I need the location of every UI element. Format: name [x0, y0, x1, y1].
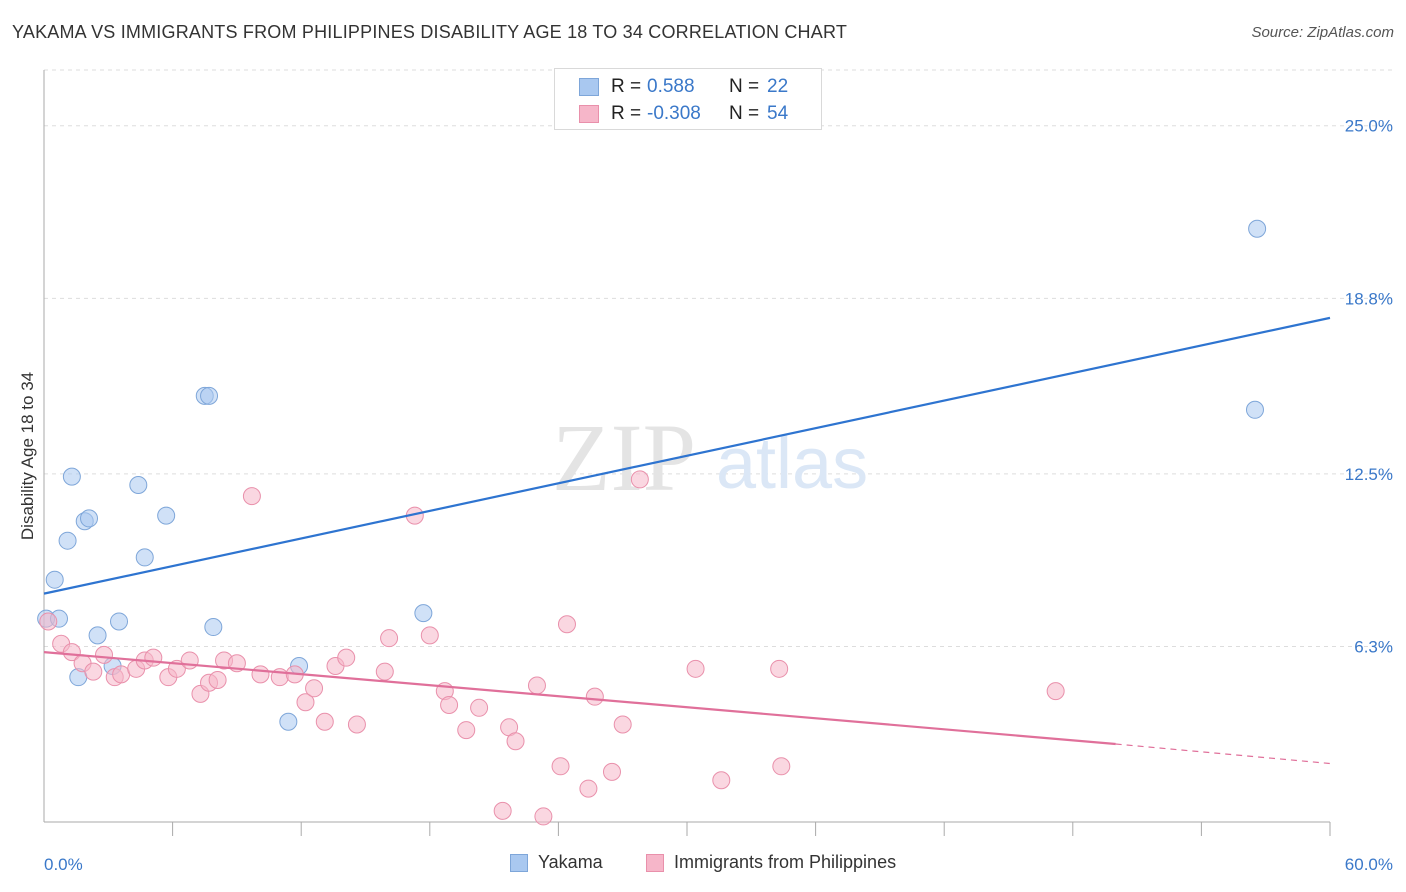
data-point-philippines — [493, 801, 512, 820]
data-point-philippines — [242, 487, 261, 506]
data-point-philippines — [770, 659, 789, 678]
axes-layer — [43, 70, 1331, 836]
data-point-philippines — [305, 679, 324, 698]
y-tick-label: 18.8% — [1345, 289, 1393, 308]
data-point-yakama — [414, 604, 433, 623]
legend-label-yakama: Yakama — [538, 852, 603, 872]
data-point-philippines — [470, 698, 489, 717]
legend-swatch-yakama — [510, 853, 528, 872]
data-point-yakama — [62, 467, 81, 486]
data-point-philippines — [457, 721, 476, 740]
data-point-philippines — [579, 779, 598, 798]
stats-swatch-yakama — [579, 78, 599, 96]
data-point-philippines — [585, 687, 604, 706]
data-point-philippines — [315, 712, 334, 731]
n-value: 54 — [767, 103, 789, 124]
data-point-philippines — [557, 615, 576, 634]
legend-item-philippines: Immigrants from Philippines — [646, 852, 896, 873]
trend-line-yakama — [43, 316, 1331, 595]
data-point-philippines — [772, 757, 791, 776]
stats-swatch-philippines — [579, 105, 599, 123]
trend-layer — [43, 316, 1331, 765]
y-tick-label: 12.5% — [1345, 465, 1393, 484]
legend-item-yakama: Yakama — [510, 852, 603, 873]
data-point-philippines — [112, 665, 131, 684]
r-value: 0.588 — [647, 76, 695, 97]
data-point-philippines — [420, 626, 439, 645]
data-point-yakama — [45, 570, 64, 589]
data-point-philippines — [506, 732, 525, 751]
data-point-yakama — [110, 612, 129, 631]
data-point-philippines — [527, 676, 546, 695]
data-point-yakama — [58, 531, 77, 550]
data-point-philippines — [337, 648, 356, 667]
y-tick-label: 6.3% — [1354, 638, 1393, 657]
data-point-philippines — [380, 629, 399, 648]
y-axis-label: Disability Age 18 to 34 — [18, 372, 37, 540]
data-point-philippines — [296, 693, 315, 712]
stats-legend: R = 0.588 N = 22 R = -0.308 N = 54 — [554, 68, 822, 130]
data-point-yakama — [279, 712, 298, 731]
n-label: N = — [729, 103, 760, 124]
x-tick-label: 60.0% — [1345, 855, 1393, 874]
n-value: 22 — [767, 76, 789, 97]
data-point-philippines — [602, 762, 621, 781]
legend-label-philippines: Immigrants from Philippines — [674, 852, 897, 872]
data-point-philippines — [551, 757, 570, 776]
data-point-philippines — [1046, 682, 1065, 701]
data-point-philippines — [440, 696, 459, 715]
data-point-yakama — [135, 548, 154, 567]
grid-layer — [44, 69, 1396, 648]
data-point-yakama — [157, 506, 176, 525]
r-label: R = — [611, 103, 642, 124]
data-point-philippines — [613, 715, 632, 734]
data-point-yakama — [200, 386, 219, 405]
x-tick-label: 0.0% — [44, 855, 83, 874]
data-point-philippines — [39, 612, 58, 631]
data-point-yakama — [1245, 400, 1264, 419]
r-value: -0.308 — [647, 103, 701, 124]
stats-row-yakama: R = 0.588 N = 22 — [579, 75, 788, 99]
y-tick-label: 25.0% — [1345, 117, 1393, 136]
data-point-philippines — [84, 662, 103, 681]
data-point-philippines — [630, 470, 649, 489]
n-label: N = — [729, 76, 760, 97]
r-label: R = — [611, 76, 642, 97]
labels-layer: 6.3% 12.5% 18.8% 25.0% 0.0% 60.0% Disability A… — [18, 117, 1393, 874]
data-point-philippines — [62, 643, 81, 662]
data-point-philippines — [95, 645, 114, 664]
data-point-philippines — [375, 662, 394, 681]
watermark: ZIP atlas — [552, 404, 868, 511]
data-point-philippines — [712, 771, 731, 790]
watermark-zip: ZIP — [552, 404, 696, 511]
data-point-yakama — [129, 475, 148, 494]
watermark-atlas: atlas — [716, 424, 868, 504]
data-point-philippines — [534, 807, 553, 826]
series-legend: Yakama Immigrants from Philippines — [0, 852, 1406, 878]
data-point-yakama — [1248, 219, 1267, 238]
data-point-philippines — [686, 659, 705, 678]
source-credit: Source: ZipAtlas.com — [1251, 24, 1394, 41]
stats-row-philippines: R = -0.308 N = 54 — [579, 102, 788, 126]
data-point-yakama — [88, 626, 107, 645]
trend-line-philippines — [43, 651, 1116, 746]
data-point-yakama — [80, 509, 99, 528]
chart-title: YAKAMA VS IMMIGRANTS FROM PHILIPPINES DI… — [12, 22, 848, 42]
legend-swatch-philippines — [646, 853, 664, 872]
data-point-philippines — [180, 651, 199, 670]
points-layer — [37, 219, 1267, 826]
data-point-philippines — [347, 715, 366, 734]
data-point-philippines — [251, 665, 270, 684]
data-point-philippines — [144, 648, 163, 667]
data-point-philippines — [208, 670, 227, 689]
data-point-yakama — [204, 618, 223, 637]
trend-line-philippines-extension — [1115, 743, 1331, 765]
